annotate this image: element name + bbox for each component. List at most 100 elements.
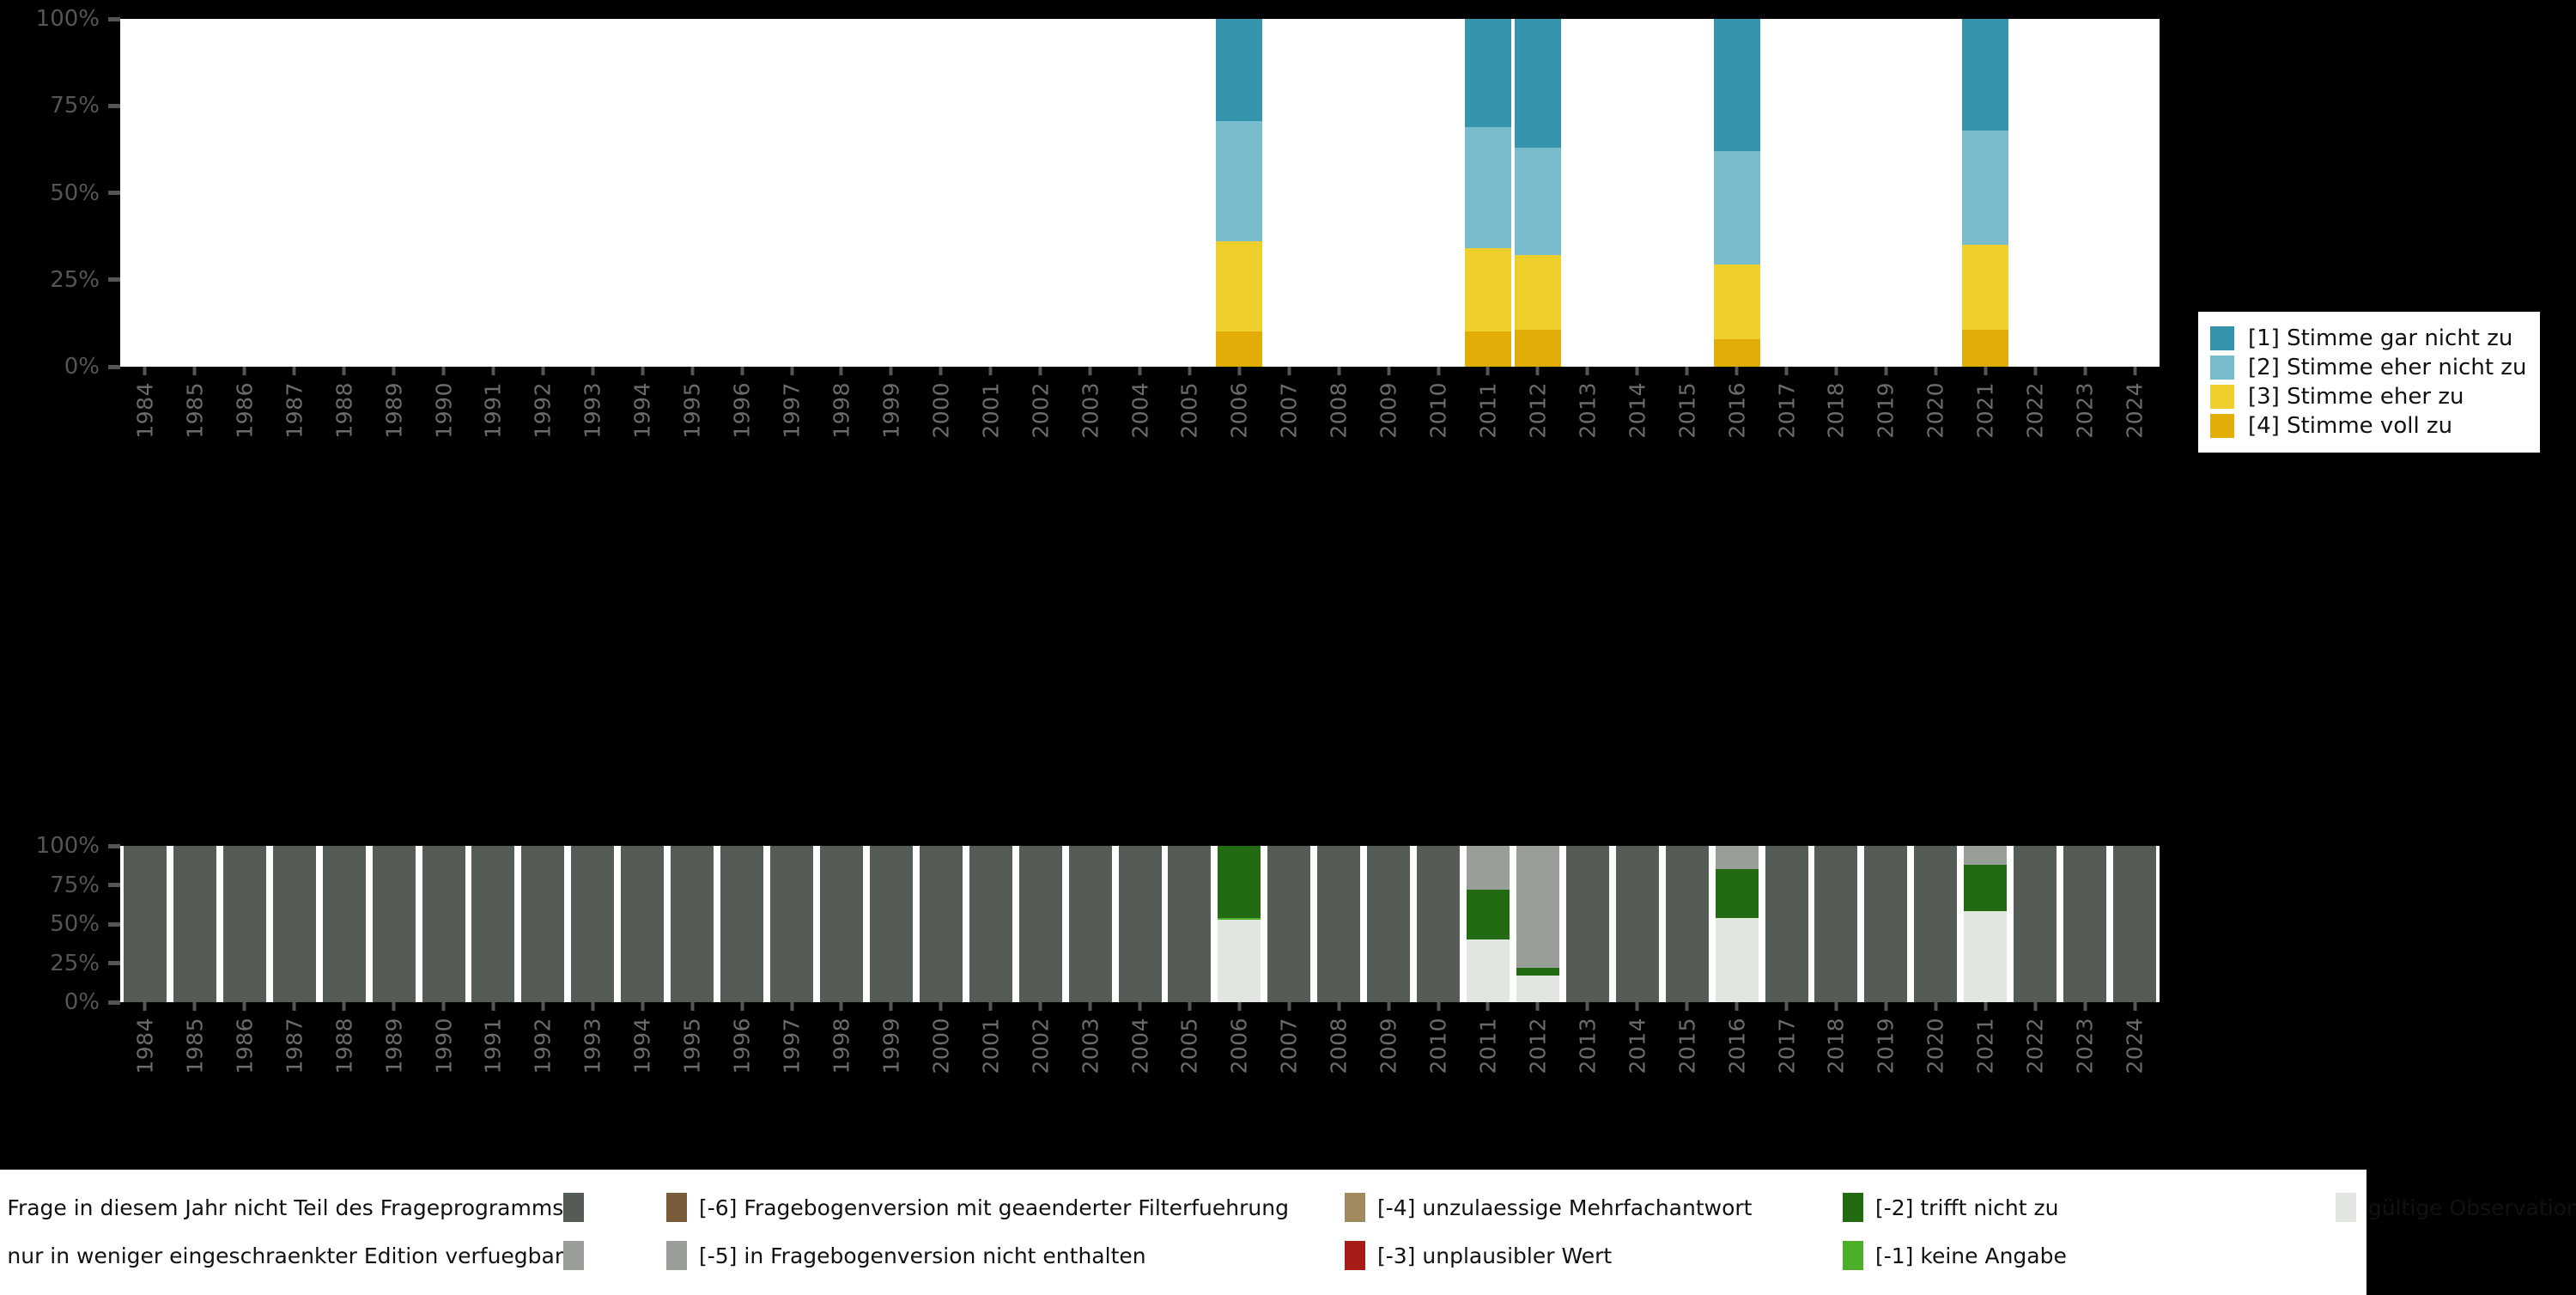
legend-item[interactable]: [3] Stimme eher zu xyxy=(2210,382,2526,411)
availability-bar-segment[interactable] xyxy=(173,846,216,1002)
main-bar-segment[interactable] xyxy=(1514,330,1561,367)
availability-bar-segment[interactable] xyxy=(1615,846,1659,1002)
availability-stacked-bar[interactable] xyxy=(919,846,963,1002)
main-stacked-bar[interactable] xyxy=(1514,19,1561,367)
availability-bar-segment[interactable] xyxy=(1715,846,1759,870)
availability-stacked-bar[interactable] xyxy=(819,846,863,1002)
availability-stacked-bar[interactable] xyxy=(1118,846,1162,1002)
availability-stacked-bar[interactable] xyxy=(2063,846,2107,1002)
availability-bar-segment[interactable] xyxy=(322,846,366,1002)
availability-stacked-bar[interactable] xyxy=(1615,846,1659,1002)
availability-bar-segment[interactable] xyxy=(2063,846,2107,1002)
availability-stacked-bar[interactable] xyxy=(372,846,416,1002)
main-stacked-bar[interactable] xyxy=(1713,19,1760,367)
availability-bar-segment[interactable] xyxy=(1466,846,1510,890)
availability-bar-segment[interactable] xyxy=(272,846,316,1002)
availability-bar-segment[interactable] xyxy=(1715,869,1759,918)
availability-bar-segment[interactable] xyxy=(1715,917,1759,1002)
availability-stacked-bar[interactable] xyxy=(1665,846,1709,1002)
availability-stacked-bar[interactable] xyxy=(521,846,565,1002)
main-bar-segment[interactable] xyxy=(1514,147,1561,256)
availability-bar-segment[interactable] xyxy=(1466,889,1510,940)
availability-bar-segment[interactable] xyxy=(1516,846,1559,968)
availability-stacked-bar[interactable] xyxy=(1417,846,1461,1002)
availability-bar-segment[interactable] xyxy=(1068,846,1112,1002)
availability-bar-segment[interactable] xyxy=(222,846,266,1002)
main-bar-segment[interactable] xyxy=(1464,126,1511,249)
availability-stacked-bar[interactable] xyxy=(1367,846,1411,1002)
availability-bar-segment[interactable] xyxy=(1466,939,1510,1002)
bottom-legend-item[interactable]: [-1] keine Angabe xyxy=(1843,1241,2324,1270)
availability-stacked-bar[interactable] xyxy=(1218,846,1261,1002)
main-bar-segment[interactable] xyxy=(1962,130,2009,246)
availability-stacked-bar[interactable] xyxy=(1018,846,1062,1002)
availability-bar-segment[interactable] xyxy=(621,846,665,1002)
availability-stacked-bar[interactable] xyxy=(671,846,714,1002)
availability-bar-segment[interactable] xyxy=(1417,846,1461,1002)
availability-stacked-bar[interactable] xyxy=(1565,846,1609,1002)
bottom-legend-item[interactable]: [-3] unplausibler Wert xyxy=(1345,1241,1843,1270)
availability-bar-segment[interactable] xyxy=(1914,846,1958,1002)
availability-bar-segment[interactable] xyxy=(422,846,465,1002)
availability-stacked-bar[interactable] xyxy=(1267,846,1311,1002)
availability-stacked-bar[interactable] xyxy=(571,846,615,1002)
availability-bar-segment[interactable] xyxy=(1218,846,1261,918)
legend-item[interactable]: [2] Stimme eher nicht zu xyxy=(2210,353,2526,382)
main-bar-segment[interactable] xyxy=(1962,245,2009,331)
availability-bar-segment[interactable] xyxy=(1018,846,1062,1002)
availability-bar-segment[interactable] xyxy=(471,846,515,1002)
main-bar-segment[interactable] xyxy=(1216,121,1263,242)
main-bar-segment[interactable] xyxy=(1216,331,1263,367)
availability-bar-segment[interactable] xyxy=(1964,846,2008,865)
availability-stacked-bar[interactable] xyxy=(621,846,665,1002)
legend-item[interactable]: [1] Stimme gar nicht zu xyxy=(2210,324,2526,353)
main-bar-segment[interactable] xyxy=(1464,331,1511,367)
availability-stacked-bar[interactable] xyxy=(1516,846,1559,1002)
bottom-legend-item[interactable]: [-8] Frage in diesem Jahr nicht Teil des… xyxy=(0,1193,666,1222)
availability-stacked-bar[interactable] xyxy=(2014,846,2057,1002)
availability-stacked-bar[interactable] xyxy=(1814,846,1858,1002)
main-bar-segment[interactable] xyxy=(1514,19,1561,148)
availability-bar-segment[interactable] xyxy=(720,846,764,1002)
bottom-legend-item[interactable]: [-7] nur in weniger eingeschraenkter Edi… xyxy=(0,1241,666,1270)
availability-bar-segment[interactable] xyxy=(2113,846,2157,1002)
availability-bar-segment[interactable] xyxy=(1964,911,2008,1002)
availability-stacked-bar[interactable] xyxy=(770,846,813,1002)
availability-bar-segment[interactable] xyxy=(1317,846,1361,1002)
availability-stacked-bar[interactable] xyxy=(1914,846,1958,1002)
availability-bar-segment[interactable] xyxy=(1665,846,1709,1002)
availability-stacked-bar[interactable] xyxy=(1466,846,1510,1002)
availability-bar-segment[interactable] xyxy=(1168,846,1212,1002)
availability-bar-segment[interactable] xyxy=(1118,846,1162,1002)
main-bar-segment[interactable] xyxy=(1464,248,1511,332)
main-bar-segment[interactable] xyxy=(1962,19,2009,131)
availability-bar-segment[interactable] xyxy=(1218,917,1261,920)
availability-bar-segment[interactable] xyxy=(1964,864,2008,912)
availability-bar-segment[interactable] xyxy=(571,846,615,1002)
availability-bar-segment[interactable] xyxy=(1814,846,1858,1002)
bottom-legend-item[interactable]: gültige Observationen xyxy=(2335,1193,2576,1222)
availability-bar-segment[interactable] xyxy=(919,846,963,1002)
main-bar-segment[interactable] xyxy=(1713,338,1760,367)
legend-item[interactable]: [4] Stimme voll zu xyxy=(2210,411,2526,441)
availability-stacked-bar[interactable] xyxy=(422,846,465,1002)
availability-stacked-bar[interactable] xyxy=(720,846,764,1002)
availability-stacked-bar[interactable] xyxy=(322,846,366,1002)
availability-bar-segment[interactable] xyxy=(1267,846,1311,1002)
availability-bar-segment[interactable] xyxy=(671,846,714,1002)
main-bar-segment[interactable] xyxy=(1962,330,2009,367)
availability-stacked-bar[interactable] xyxy=(869,846,913,1002)
bottom-legend-item[interactable]: [-5] in Fragebogenversion nicht enthalte… xyxy=(666,1241,1345,1270)
main-bar-segment[interactable] xyxy=(1464,19,1511,127)
availability-stacked-bar[interactable] xyxy=(2113,846,2157,1002)
main-bar-segment[interactable] xyxy=(1216,19,1263,122)
availability-stacked-bar[interactable] xyxy=(123,846,167,1002)
availability-bar-segment[interactable] xyxy=(372,846,416,1002)
availability-bar-segment[interactable] xyxy=(819,846,863,1002)
availability-stacked-bar[interactable] xyxy=(1715,846,1759,1002)
availability-bar-segment[interactable] xyxy=(1367,846,1411,1002)
availability-stacked-bar[interactable] xyxy=(1964,846,2008,1002)
availability-bar-segment[interactable] xyxy=(1765,846,1808,1002)
availability-bar-segment[interactable] xyxy=(1864,846,1908,1002)
main-stacked-bar[interactable] xyxy=(1216,19,1263,367)
